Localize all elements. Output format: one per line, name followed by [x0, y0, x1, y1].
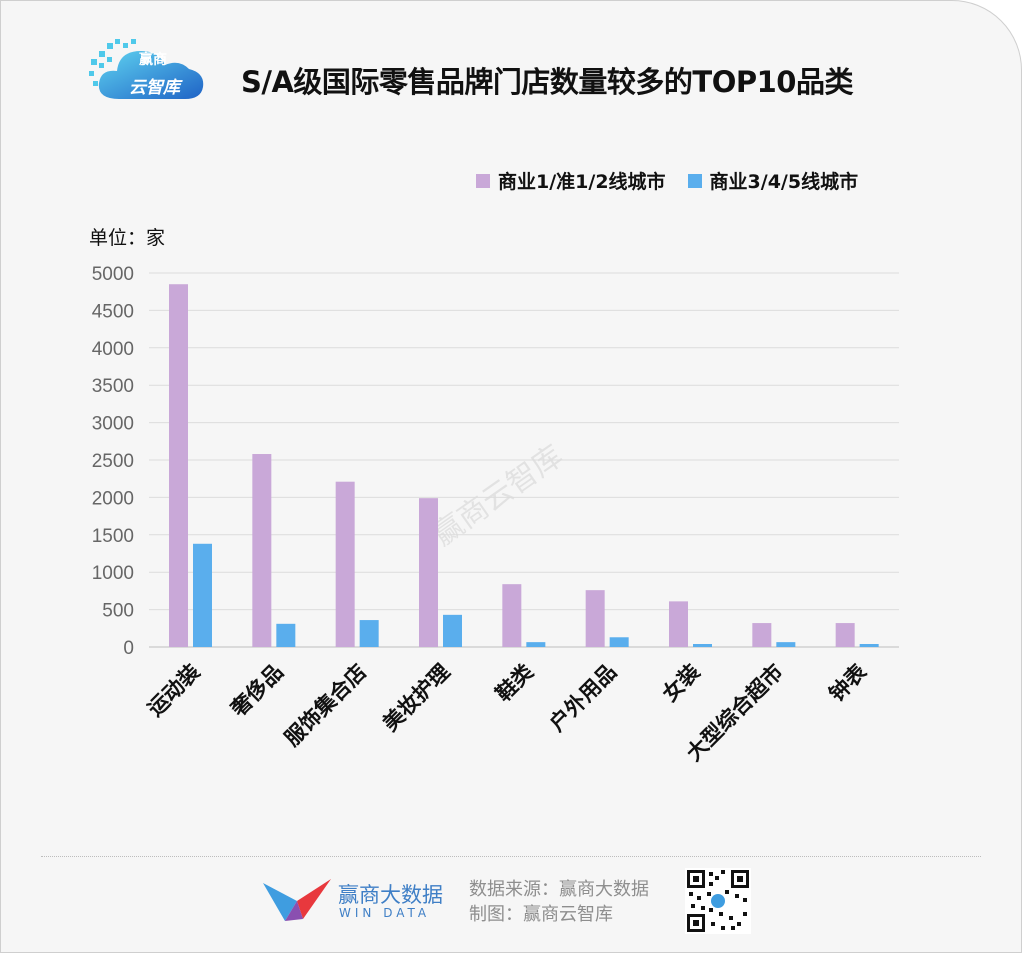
legend-swatch-tier1: [476, 173, 490, 188]
y-tick-label: 4000: [92, 339, 134, 360]
bar-tier3: [193, 543, 212, 647]
bar-tier1: [252, 454, 272, 647]
footer-source-block: 数据来源：赢商大数据 制图：赢商云智库: [469, 877, 649, 927]
bar-tier1: [169, 284, 188, 647]
y-tick-label: 3500: [92, 376, 134, 397]
footer-brand-cn: 赢商大数据: [338, 883, 443, 907]
y-tick-label: 0: [123, 638, 134, 659]
bar-tier1: [419, 498, 438, 647]
bar-tier3: [609, 637, 629, 647]
x-category-label: 奢侈品: [226, 660, 288, 722]
y-tick-label: 500: [102, 601, 134, 622]
footer-maker: 制图：赢商云智库: [469, 904, 613, 925]
y-tick-label: 2000: [92, 488, 134, 509]
bar-tier1: [669, 601, 688, 647]
x-category-label: 户外用品: [545, 660, 621, 736]
footer-divider: [41, 856, 981, 857]
bar-tier3: [776, 642, 796, 647]
legend: 商业1/准1/2线城市 商业3/4/5线城市: [476, 167, 880, 194]
x-category-label: 服饰集合店: [280, 660, 371, 751]
bar-tier3: [859, 644, 879, 647]
legend-label-tier1: 商业1/准1/2线城市: [498, 171, 666, 193]
qr-code-icon: [685, 868, 751, 934]
x-category-label: 美妆护理: [378, 660, 454, 736]
y-tick-label: 1500: [92, 526, 134, 547]
x-category-label: 女装: [658, 660, 705, 707]
bar-tier3: [276, 623, 296, 647]
x-category-label: 鞋类: [491, 659, 538, 706]
bar-tier3: [443, 614, 462, 647]
y-tick-label: 3000: [92, 414, 134, 435]
windata-logo-icon: [263, 879, 331, 921]
x-category-label: 运动装: [143, 660, 205, 722]
unit-label: 单位：家: [89, 227, 166, 249]
y-tick-label: 1000: [92, 563, 134, 584]
cloud-logo-icon: [89, 39, 204, 99]
bar-tier1: [752, 623, 772, 647]
y-tick-label: 4500: [92, 301, 134, 322]
legend-swatch-tier3: [687, 173, 702, 188]
bar-tier1: [585, 590, 605, 647]
bar-tier1: [502, 584, 522, 647]
bar-chart: 0 500 1000 1500 2000 2500 3000 3500 4000 4500 5000…: [92, 264, 899, 766]
legend-label-tier3: 商业3/4/5线城市: [709, 171, 859, 193]
legend-item-tier1: 商业1/准1/2线城市: [476, 167, 666, 194]
footer-brand-en: WIN DATA: [339, 906, 431, 920]
y-tick-label: 5000: [92, 264, 134, 285]
chart-title: S/A级国际零售品牌门店数量较多的TOP10品类: [241, 65, 853, 99]
logo-text-line1: 赢商: [139, 52, 167, 68]
y-tick-label: 2500: [92, 451, 134, 472]
footer-source: 数据来源：赢商大数据: [469, 879, 649, 900]
logo-text-line2: 云智库: [129, 78, 180, 98]
bar-tier3: [526, 642, 546, 647]
bar-tier3: [359, 620, 379, 647]
bar-tier1: [835, 623, 855, 647]
bar-tier1: [335, 481, 355, 647]
legend-item-tier3: 商业3/4/5线城市: [687, 167, 859, 194]
x-category-label: 钟表: [825, 659, 872, 706]
bar-tier3: [693, 644, 712, 647]
